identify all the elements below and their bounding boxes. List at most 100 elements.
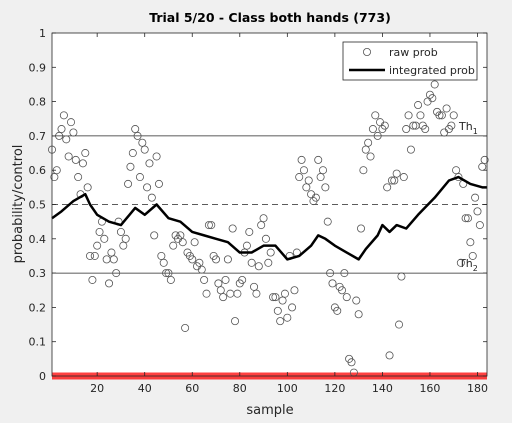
raw-point (271, 293, 280, 302)
raw-point (166, 275, 175, 284)
raw-point (78, 159, 87, 168)
raw-point (380, 121, 389, 130)
raw-point (475, 221, 484, 230)
y-tick-label: 0.5 (29, 199, 47, 212)
raw-point (449, 111, 458, 120)
raw-point (107, 248, 116, 257)
raw-point (71, 155, 80, 164)
legend-marker (362, 48, 371, 57)
raw-point (399, 173, 408, 182)
raw-point (340, 269, 349, 278)
raw-point (250, 282, 259, 291)
raw-point (159, 258, 168, 267)
raw-point (242, 241, 251, 250)
x-tick-label: 80 (233, 382, 247, 395)
raw-point (59, 111, 68, 120)
y-tick-label: 1 (39, 27, 46, 40)
raw-point (74, 173, 83, 182)
raw-point (164, 269, 173, 278)
raw-point (383, 183, 392, 192)
raw-point (269, 293, 278, 302)
raw-point (95, 227, 104, 236)
raw-point (430, 80, 439, 89)
raw-point (283, 313, 292, 322)
raw-point (112, 269, 121, 278)
raw-point (316, 173, 325, 182)
raw-point (318, 166, 327, 175)
raw-point (321, 183, 330, 192)
raw-point (468, 251, 477, 260)
raw-point (261, 234, 270, 243)
raw-point (297, 155, 306, 164)
x-tick-label: 120 (324, 382, 345, 395)
y-tick-label: 0.6 (29, 164, 47, 177)
raw-point (435, 111, 444, 120)
raw-point (143, 183, 152, 192)
raw-point (212, 255, 221, 264)
y-tick-label: 0.8 (29, 96, 47, 109)
raw-point (311, 193, 320, 202)
raw-point (478, 162, 487, 171)
raw-point (266, 248, 275, 257)
raw-point (93, 241, 102, 250)
raw-point (145, 159, 154, 168)
raw-point (245, 227, 254, 236)
raw-point (392, 169, 401, 178)
reference-label-text: Th (458, 120, 473, 133)
raw-point (288, 303, 297, 312)
raw-point (406, 145, 415, 154)
raw-point (326, 269, 335, 278)
raw-point (354, 310, 363, 319)
raw-point (90, 251, 99, 260)
raw-point (57, 125, 66, 134)
raw-point (219, 293, 228, 302)
raw-point (337, 286, 346, 295)
raw-point (147, 193, 156, 202)
raw-point (421, 125, 430, 134)
y-tick-label: 0.3 (29, 267, 47, 280)
raw-point (466, 238, 475, 247)
raw-point (64, 152, 73, 161)
raw-point (347, 358, 356, 367)
raw-point (323, 217, 332, 226)
raw-point (437, 111, 446, 120)
raw-point (138, 138, 147, 147)
raw-point (62, 135, 71, 144)
raw-point (190, 238, 199, 247)
raw-point (207, 221, 216, 230)
raw-point (124, 179, 133, 188)
raw-point (342, 293, 351, 302)
raw-point (169, 241, 178, 250)
raw-point (126, 162, 135, 171)
raw-point (397, 272, 406, 281)
raw-point (188, 255, 197, 264)
reference-label-sub: 1 (473, 127, 478, 136)
raw-point (247, 258, 256, 267)
raw-point (387, 176, 396, 185)
raw-point (302, 183, 311, 192)
legend-label: raw prob (389, 46, 438, 59)
raw-point (181, 323, 190, 332)
raw-point (368, 125, 377, 134)
raw-point (176, 231, 185, 240)
raw-point (228, 224, 237, 233)
raw-point (197, 265, 206, 274)
raw-point (233, 289, 242, 298)
raw-point (416, 111, 425, 120)
raw-point (257, 221, 266, 230)
raw-point (366, 152, 375, 161)
y-tick-label: 0.1 (29, 336, 47, 349)
raw-point (140, 145, 149, 154)
raw-point (328, 279, 337, 288)
reference-label-text: Th (458, 257, 473, 270)
raw-point (442, 104, 451, 113)
raw-point (280, 289, 289, 298)
raw-point (471, 193, 480, 202)
reference-label-sub: 2 (473, 264, 478, 273)
raw-point (131, 125, 140, 134)
raw-point (67, 118, 76, 127)
chart-title: Trial 5/20 - Class both hands (773) (149, 10, 391, 25)
raw-point (364, 138, 373, 147)
raw-point (69, 128, 78, 137)
